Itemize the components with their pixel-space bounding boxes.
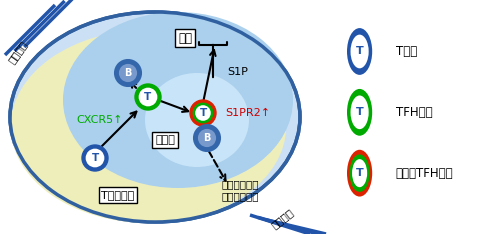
Text: T: T [92,153,98,163]
Text: S1PR2↑: S1PR2↑ [225,108,270,118]
Text: リンパ管: リンパ管 [6,39,30,65]
Ellipse shape [138,88,158,106]
Text: 胚中心TFH細胞: 胚中心TFH細胞 [396,167,453,180]
Text: T細胞: T細胞 [396,45,417,58]
Text: T: T [200,108,206,118]
Ellipse shape [347,150,372,197]
Ellipse shape [195,105,211,121]
Ellipse shape [347,28,372,75]
Text: B: B [124,68,132,78]
Text: T細胞領域: T細胞領域 [102,190,134,200]
Ellipse shape [190,100,216,126]
Text: S1P: S1P [227,67,248,77]
Ellipse shape [119,64,137,82]
Ellipse shape [135,84,161,110]
Text: 濾胞: 濾胞 [178,32,192,44]
Ellipse shape [350,95,368,129]
Ellipse shape [350,35,368,68]
Ellipse shape [194,125,220,151]
Ellipse shape [347,89,372,136]
Text: CXCR5↑: CXCR5↑ [77,115,123,125]
Text: T: T [356,168,364,178]
Text: 高品質抗体の
長期産生細胞: 高品質抗体の 長期産生細胞 [221,179,259,201]
Text: リンパ管: リンパ管 [269,206,295,230]
Ellipse shape [86,149,104,167]
Ellipse shape [63,12,293,188]
Ellipse shape [198,129,216,147]
Ellipse shape [350,154,370,192]
Text: 胚中心: 胚中心 [155,135,175,145]
Ellipse shape [192,102,214,123]
Ellipse shape [115,60,141,86]
Ellipse shape [10,30,286,223]
Text: T: T [356,47,364,56]
Ellipse shape [145,73,249,167]
Ellipse shape [82,145,108,171]
Ellipse shape [352,159,367,187]
Text: T: T [144,92,152,102]
Text: B: B [204,133,210,143]
Ellipse shape [10,12,300,222]
Text: TFH細胞: TFH細胞 [396,106,432,119]
Text: T: T [356,107,364,117]
